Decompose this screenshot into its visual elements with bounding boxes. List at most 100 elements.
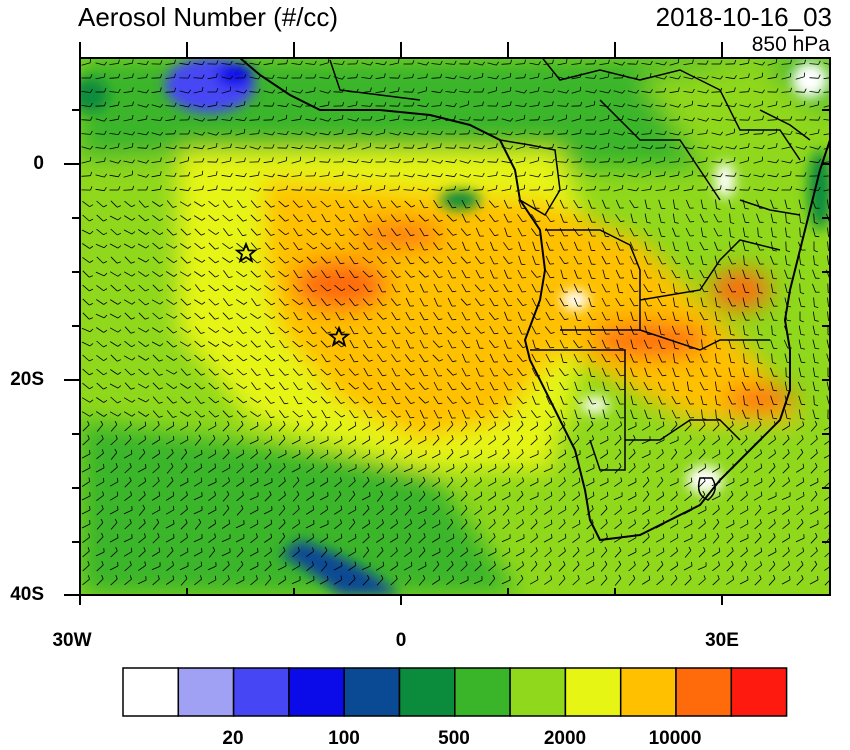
- wind-barb: [166, 550, 174, 558]
- wind-barb: [630, 213, 634, 223]
- wind-barb-flag: [356, 101, 358, 106]
- wind-barb: [516, 438, 524, 446]
- wind-barb-flag: [297, 547, 300, 552]
- wind-barb: [642, 494, 650, 502]
- wind-barb: [235, 174, 245, 178]
- wind-barb: [459, 104, 469, 108]
- wind-barb: [627, 537, 637, 543]
- wind-barb-flag: [580, 59, 582, 64]
- wind-barb-flag: [744, 362, 749, 364]
- wind-barb: [320, 256, 328, 264]
- wind-barb: [319, 132, 329, 136]
- wind-barb-flag: [440, 143, 442, 148]
- wind-barb: [643, 395, 649, 405]
- wind-barb: [123, 105, 133, 107]
- wind-barb-flag: [480, 360, 485, 363]
- wind-barb-flag: [702, 334, 707, 336]
- wind-barb-flag: [272, 74, 275, 79]
- wind-barb: [711, 161, 721, 163]
- wind-barb-flag: [578, 477, 581, 482]
- wind-barb-flag: [509, 117, 514, 122]
- wind-barb: [320, 424, 328, 432]
- wind-barb-flag: [215, 421, 217, 426]
- wind-barb-flag: [201, 344, 206, 348]
- wind-barb-flag: [692, 185, 694, 190]
- wind-barb: [686, 381, 690, 391]
- wind-barb-flag: [215, 387, 220, 390]
- wind-barb: [754, 536, 762, 544]
- wind-barb-flag: [704, 249, 709, 251]
- wind-barb: [599, 132, 609, 136]
- wind-barb: [641, 551, 651, 557]
- wind-barb-flag: [452, 388, 457, 391]
- wind-barb-flag: [284, 575, 287, 580]
- wind-barb-flag: [702, 236, 707, 238]
- wind-barb-flag: [706, 129, 708, 134]
- wind-barb: [502, 522, 510, 530]
- wind-barb: [516, 298, 524, 306]
- wind-barb-flag: [592, 346, 597, 349]
- wind-barb: [417, 77, 427, 79]
- wind-barb: [711, 453, 721, 459]
- wind-barb: [546, 381, 550, 391]
- wind-barb: [110, 550, 118, 558]
- wind-barb: [615, 297, 621, 307]
- wind-barb: [684, 494, 692, 502]
- wind-barb-flag: [495, 463, 497, 468]
- wind-barb-flag: [396, 360, 401, 363]
- wind-barb: [516, 354, 524, 362]
- wind-barb: [166, 228, 174, 236]
- wind-barb: [137, 147, 147, 149]
- wind-barb-flag: [117, 385, 122, 389]
- wind-barb-flag: [285, 232, 290, 236]
- wind-barb: [194, 578, 202, 586]
- wind-barb: [221, 174, 231, 178]
- wind-barb: [585, 174, 595, 178]
- wind-barb: [474, 326, 482, 334]
- wind-barb-flag: [438, 291, 443, 293]
- wind-barb-flag: [521, 420, 524, 425]
- wind-barb-flag: [366, 546, 370, 551]
- wind-barb-flag: [818, 88, 821, 93]
- wind-barb: [404, 354, 412, 362]
- wind-barb: [672, 381, 676, 391]
- wind-barb: [445, 119, 455, 121]
- wind-barb-flag: [269, 561, 272, 566]
- wind-barb-flag: [591, 505, 594, 510]
- wind-barb: [459, 189, 469, 191]
- colorbar-swatch: [675, 667, 733, 717]
- wind-barb: [824, 566, 830, 571]
- wind-barb-flag: [452, 401, 457, 404]
- wind-barb-flag: [214, 575, 217, 580]
- wind-barb: [613, 62, 623, 66]
- wind-barb-flag: [340, 519, 342, 524]
- wind-barb: [292, 550, 300, 558]
- wind-barb-flag: [689, 435, 692, 440]
- wind-barb-flag: [706, 185, 709, 190]
- wind-barb-flag: [256, 519, 259, 524]
- wind-barb-flag: [424, 275, 429, 278]
- wind-barb: [615, 269, 621, 279]
- wind-barb-flag: [117, 232, 122, 236]
- wind-barb: [627, 495, 637, 501]
- wind-barb: [459, 91, 469, 93]
- wind-barb-flag: [271, 359, 276, 362]
- wind-barb: [377, 395, 383, 405]
- wind-barb: [405, 339, 411, 349]
- wind-barb: [697, 133, 707, 135]
- wind-barb-flag: [326, 261, 331, 264]
- wind-barb-flag: [535, 519, 538, 523]
- wind-barb: [236, 383, 244, 389]
- wind-barb: [348, 284, 356, 292]
- wind-barb-flag: [675, 505, 678, 510]
- wind-barb: [431, 160, 441, 164]
- wind-barb-flag: [424, 207, 429, 209]
- wind-barb-flag: [759, 403, 764, 406]
- wind-barb: [461, 339, 467, 349]
- wind-barb: [560, 325, 564, 335]
- wind-barb: [656, 480, 664, 488]
- wind-barb: [235, 285, 245, 291]
- wind-barb-flag: [242, 449, 245, 454]
- wind-barb-flag: [314, 156, 316, 161]
- wind-barb: [587, 227, 593, 237]
